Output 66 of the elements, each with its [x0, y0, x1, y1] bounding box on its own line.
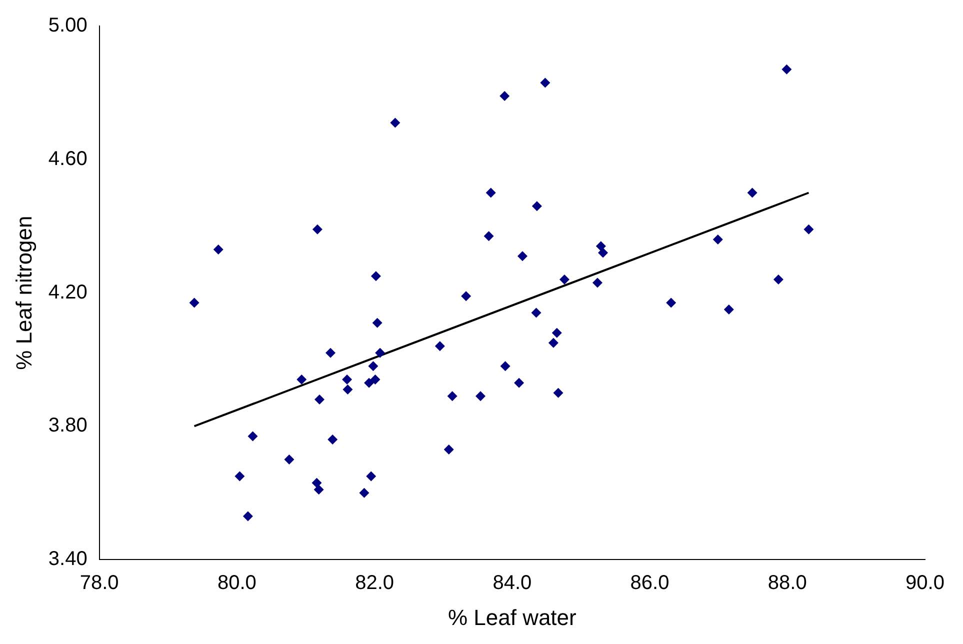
y-axis-title: % Leaf nitrogen — [11, 216, 36, 370]
point — [559, 274, 570, 284]
point — [248, 431, 258, 442]
point — [514, 378, 524, 388]
point — [296, 374, 307, 385]
x-tick-label: 84.0 — [492, 572, 532, 594]
point — [372, 318, 382, 328]
point — [461, 291, 472, 302]
y-tick-label: 4.20 — [48, 281, 88, 304]
x-tick-label: 78.0 — [80, 572, 119, 594]
point — [434, 341, 445, 352]
point — [444, 444, 454, 455]
point — [368, 361, 378, 372]
point — [447, 391, 458, 402]
point — [213, 244, 224, 254]
point — [484, 231, 494, 242]
point — [476, 391, 486, 402]
point — [370, 271, 381, 282]
y-tick-label: 3.40 — [48, 548, 88, 570]
point — [712, 234, 723, 244]
point — [314, 484, 324, 495]
x-tick-label: 90.0 — [906, 572, 944, 594]
point — [804, 224, 814, 234]
point — [370, 374, 380, 385]
point — [486, 188, 496, 198]
point — [359, 488, 370, 498]
point — [189, 298, 200, 308]
point — [531, 308, 542, 318]
point — [517, 251, 528, 262]
point — [312, 478, 322, 488]
point — [364, 378, 374, 388]
y-tick-label: 3.80 — [48, 414, 88, 437]
point — [782, 64, 792, 74]
point — [596, 241, 606, 252]
point — [598, 248, 608, 258]
point — [540, 78, 550, 88]
point — [390, 118, 400, 128]
x-axis-title: % Leaf water — [448, 604, 576, 630]
point — [342, 374, 352, 385]
point — [724, 304, 734, 314]
point — [375, 348, 386, 358]
x-tick-label: 82.0 — [355, 572, 394, 594]
point — [312, 224, 322, 234]
point — [326, 348, 336, 358]
point — [500, 361, 510, 372]
point — [773, 274, 784, 284]
point — [342, 384, 353, 395]
x-tick-label: 88.0 — [768, 572, 807, 594]
point — [314, 394, 325, 405]
point — [532, 201, 542, 212]
point — [592, 278, 602, 288]
point — [548, 338, 558, 348]
point — [242, 511, 253, 522]
point — [234, 471, 245, 482]
y-tick-label: 5.00 — [48, 14, 88, 37]
point — [366, 471, 376, 482]
point — [284, 454, 294, 465]
point — [553, 388, 564, 398]
point — [747, 188, 758, 198]
x-tick-label: 80.0 — [217, 572, 256, 594]
y-tick-label: 4.60 — [48, 148, 88, 170]
point — [552, 328, 562, 338]
x-tick-label: 86.0 — [630, 572, 670, 594]
point — [666, 298, 676, 308]
point — [500, 91, 510, 102]
point — [328, 434, 338, 445]
